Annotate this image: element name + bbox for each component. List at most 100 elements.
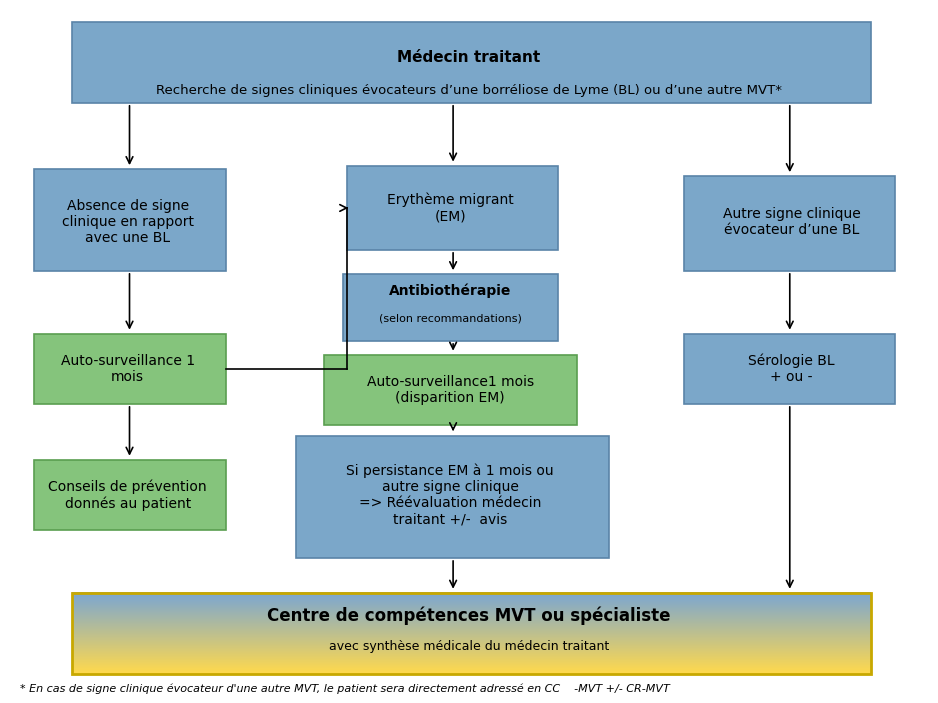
- Bar: [71, 601, 871, 602]
- Bar: [71, 593, 871, 595]
- Bar: [71, 624, 871, 625]
- Bar: [71, 648, 871, 649]
- Bar: [71, 638, 871, 640]
- Text: Auto-surveillance 1
mois: Auto-surveillance 1 mois: [61, 354, 195, 384]
- Bar: [71, 646, 871, 647]
- Bar: [71, 663, 871, 664]
- Bar: [71, 609, 871, 610]
- Bar: [71, 611, 871, 612]
- Bar: [71, 614, 871, 615]
- Bar: [71, 624, 871, 626]
- Bar: [71, 605, 871, 606]
- Bar: [71, 626, 871, 627]
- Bar: [71, 604, 871, 605]
- Bar: [71, 651, 871, 652]
- Bar: [71, 606, 871, 607]
- Bar: [71, 641, 871, 643]
- Text: Recherche de signes cliniques évocateurs d’une borréliose de Lyme (BL) ou d’une : Recherche de signes cliniques évocateurs…: [156, 84, 782, 97]
- Bar: [71, 593, 871, 594]
- Bar: [71, 615, 871, 617]
- Bar: [71, 672, 871, 673]
- Text: avec synthèse médicale du médecin traitant: avec synthèse médicale du médecin traita…: [329, 640, 609, 654]
- Bar: [71, 600, 871, 601]
- Bar: [71, 644, 871, 645]
- Bar: [71, 593, 871, 594]
- Bar: [71, 647, 871, 648]
- Bar: [71, 655, 871, 656]
- Bar: [71, 656, 871, 657]
- Bar: [71, 634, 871, 635]
- Bar: [71, 637, 871, 638]
- Bar: [71, 659, 871, 660]
- Bar: [71, 664, 871, 665]
- Bar: [71, 618, 871, 619]
- Bar: [71, 634, 871, 636]
- Bar: [71, 668, 871, 669]
- Bar: [71, 619, 871, 620]
- Bar: [71, 596, 871, 597]
- Bar: [71, 647, 871, 648]
- Bar: [71, 605, 871, 606]
- Bar: [71, 621, 871, 623]
- Bar: [71, 618, 871, 619]
- Bar: [71, 608, 871, 609]
- Bar: [71, 627, 871, 628]
- Bar: [71, 661, 871, 662]
- Bar: [71, 659, 871, 660]
- Bar: [71, 597, 871, 598]
- Bar: [71, 604, 871, 605]
- Bar: [71, 628, 871, 629]
- Bar: [71, 609, 871, 610]
- Bar: [71, 644, 871, 645]
- Bar: [71, 603, 871, 605]
- Bar: [71, 636, 871, 637]
- Bar: [684, 176, 895, 271]
- Bar: [71, 621, 871, 622]
- Bar: [71, 22, 871, 103]
- Bar: [71, 625, 871, 626]
- Bar: [71, 649, 871, 650]
- Bar: [71, 628, 871, 630]
- Bar: [71, 641, 871, 642]
- Bar: [71, 637, 871, 638]
- Bar: [71, 595, 871, 597]
- Bar: [71, 663, 871, 664]
- Bar: [71, 648, 871, 649]
- Bar: [71, 640, 871, 642]
- Bar: [71, 640, 871, 641]
- Bar: [71, 620, 871, 621]
- Bar: [71, 606, 871, 607]
- Bar: [71, 613, 871, 614]
- Bar: [71, 664, 871, 666]
- Bar: [71, 664, 871, 665]
- Bar: [71, 598, 871, 599]
- Bar: [71, 635, 871, 636]
- Bar: [71, 633, 871, 635]
- Bar: [71, 642, 871, 643]
- Bar: [71, 630, 871, 631]
- Bar: [71, 647, 871, 649]
- Bar: [71, 605, 871, 606]
- Bar: [71, 635, 871, 636]
- Bar: [71, 667, 871, 669]
- Bar: [296, 436, 610, 558]
- Bar: [71, 662, 871, 663]
- Bar: [71, 618, 871, 619]
- Bar: [71, 646, 871, 647]
- Bar: [71, 625, 871, 626]
- Bar: [71, 598, 871, 599]
- Bar: [71, 640, 871, 641]
- Bar: [71, 612, 871, 613]
- Bar: [71, 669, 871, 671]
- Bar: [71, 647, 871, 648]
- Bar: [71, 602, 871, 604]
- Bar: [34, 460, 226, 530]
- Bar: [71, 661, 871, 662]
- Bar: [71, 653, 871, 654]
- Bar: [71, 638, 871, 639]
- Bar: [71, 614, 871, 615]
- Bar: [71, 666, 871, 667]
- Bar: [71, 650, 871, 651]
- Bar: [71, 665, 871, 666]
- Bar: [71, 617, 871, 619]
